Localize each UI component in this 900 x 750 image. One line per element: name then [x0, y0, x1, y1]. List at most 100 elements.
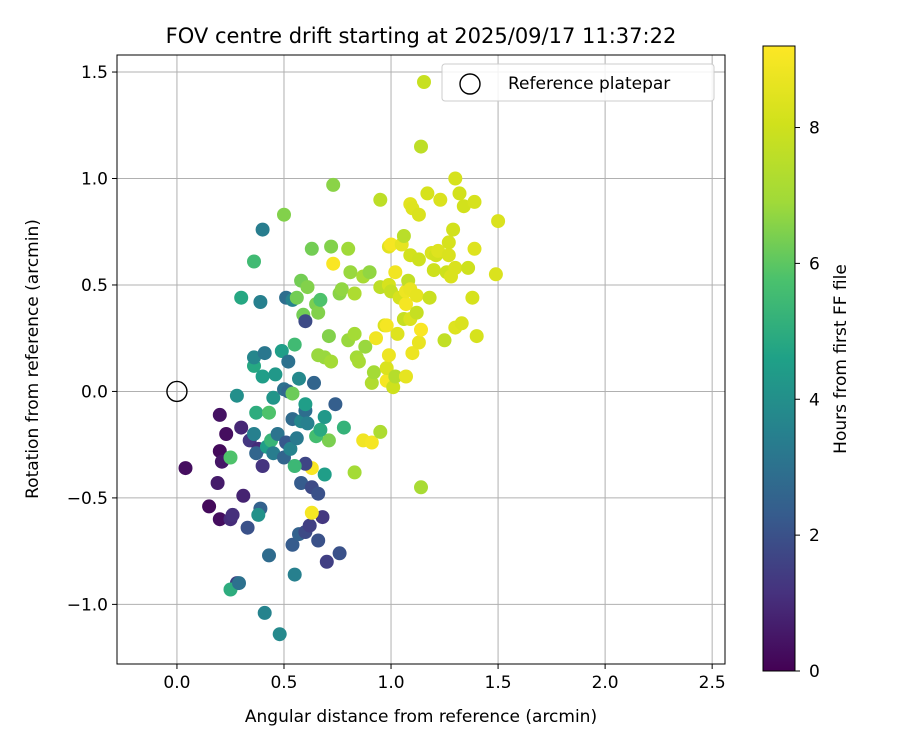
data-point [298, 456, 313, 471]
data-point [285, 537, 300, 552]
legend: Reference platepar [417, 63, 715, 102]
data-point [251, 507, 266, 522]
data-point [247, 254, 261, 269]
data-point [287, 567, 302, 582]
data-point [362, 265, 377, 280]
data-point [379, 318, 394, 333]
data-point [328, 397, 343, 412]
data-point [317, 467, 332, 482]
data-points [178, 139, 506, 642]
data-point [210, 476, 225, 490]
data-point [411, 252, 426, 267]
data-point [381, 348, 396, 363]
data-point [422, 290, 437, 305]
data-point [399, 297, 413, 312]
data-point [467, 241, 482, 256]
data-point [255, 459, 270, 473]
data-point [456, 199, 471, 214]
data-point [304, 241, 319, 256]
data-point [364, 375, 379, 390]
data-point [311, 305, 326, 320]
data-point [351, 354, 366, 369]
data-point [324, 239, 339, 254]
plot-frame [116, 54, 726, 665]
data-point [212, 444, 227, 459]
y-axis-label: Rotation from reference (arcmin) [23, 219, 43, 499]
data-point [326, 177, 341, 192]
data-point [298, 314, 313, 329]
x-tick-label: 2.5 [699, 673, 726, 693]
data-point [232, 576, 246, 591]
colorbar-tick-label: 6 [809, 254, 820, 274]
data-point [249, 405, 264, 420]
data-point [272, 627, 287, 642]
data-point [437, 333, 452, 348]
y-axis-ticks: −1.0 −0.5 0.0 0.5 1.0 1.5 [67, 63, 117, 615]
data-point [465, 290, 480, 305]
x-tick-label: 1.0 [378, 673, 405, 693]
data-point [247, 427, 261, 441]
data-point [292, 371, 306, 386]
data-point [409, 288, 424, 303]
data-point [178, 461, 193, 476]
data-point [324, 354, 339, 369]
data-point [262, 405, 276, 420]
data-point [411, 335, 426, 350]
y-tick-label: −0.5 [67, 489, 108, 509]
data-point [294, 476, 309, 490]
legend-reference-marker [459, 73, 481, 95]
data-point [283, 441, 298, 456]
data-point [253, 295, 268, 309]
data-point [281, 354, 296, 369]
data-point [390, 326, 405, 341]
data-point [488, 267, 503, 282]
data-point [300, 416, 315, 431]
colorbar-ticks: 0 2 4 6 8 [795, 119, 820, 682]
data-point [414, 322, 428, 337]
data-point [426, 263, 441, 278]
data-point [277, 207, 291, 222]
data-point [469, 329, 484, 344]
data-point [229, 388, 244, 403]
data-point [388, 369, 403, 384]
data-point [386, 380, 401, 395]
data-point [321, 433, 336, 448]
data-point [467, 194, 482, 209]
data-point [414, 480, 428, 495]
data-point [319, 554, 334, 569]
colorbar: 0 2 4 6 8 Hours from first FF file [762, 45, 851, 682]
data-point [311, 533, 326, 548]
data-point [441, 248, 456, 263]
data-point [212, 407, 227, 422]
data-point [373, 192, 388, 207]
data-point [262, 548, 276, 563]
data-point [414, 139, 428, 154]
colorbar-tick-label: 2 [809, 526, 820, 546]
colorbar-label: Hours from first FF file [831, 264, 851, 454]
data-point [448, 260, 463, 275]
legend-box [441, 63, 715, 102]
data-point [409, 305, 424, 320]
data-point [448, 171, 463, 186]
y-tick-label: −1.0 [67, 595, 108, 615]
data-point [249, 446, 264, 461]
data-point [347, 326, 362, 341]
data-point [234, 290, 249, 305]
data-point [431, 243, 446, 258]
data-point [454, 316, 469, 331]
legend-reference-label: Reference platepar [508, 74, 670, 94]
data-point [343, 265, 358, 280]
colorbar-gradient [762, 45, 796, 672]
data-point [396, 229, 411, 243]
data-point [388, 265, 403, 280]
data-point [236, 488, 251, 503]
data-point [219, 427, 234, 441]
data-point [234, 420, 249, 435]
data-point [347, 465, 362, 480]
y-tick-label: 1.0 [81, 170, 108, 190]
data-point [255, 222, 270, 237]
data-point [307, 375, 321, 390]
data-point [420, 186, 435, 201]
data-point [289, 431, 304, 446]
